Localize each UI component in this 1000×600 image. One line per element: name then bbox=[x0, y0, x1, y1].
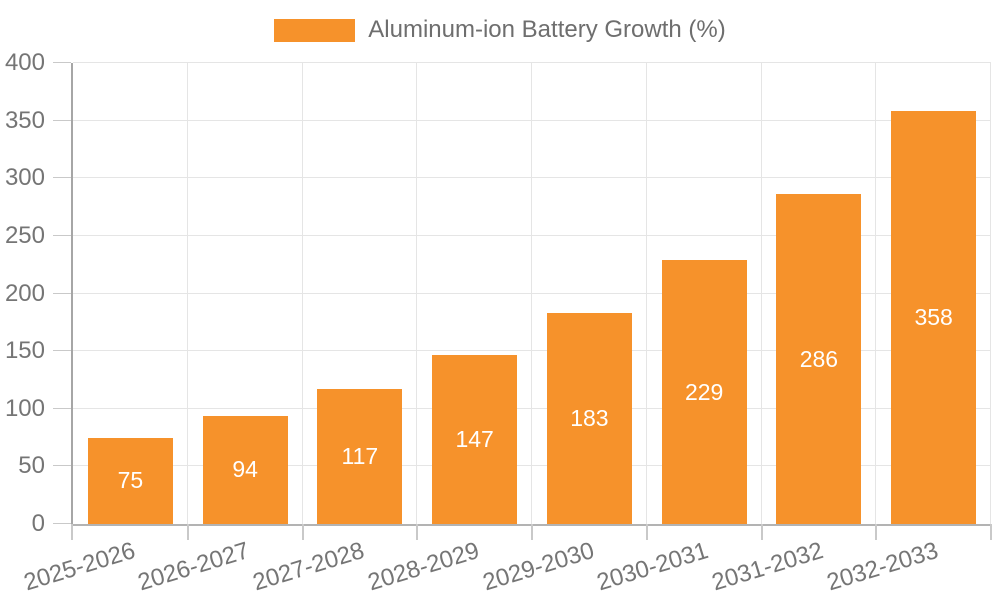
legend-swatch-icon bbox=[274, 18, 356, 42]
x-axis-tick bbox=[990, 524, 992, 540]
x-axis-tick bbox=[531, 524, 533, 540]
bar-value-label: 147 bbox=[455, 425, 494, 452]
bar[interactable]: 75 bbox=[87, 437, 173, 524]
bar-value-label: 286 bbox=[799, 345, 839, 372]
y-axis-tick bbox=[53, 177, 71, 179]
x-axis-tick bbox=[645, 524, 648, 540]
x-axis-tick bbox=[186, 524, 189, 540]
y-axis-tick bbox=[53, 407, 71, 409]
bar[interactable]: 117 bbox=[317, 389, 403, 524]
y-axis-tick bbox=[53, 119, 71, 121]
bar[interactable]: 358 bbox=[891, 111, 977, 524]
legend-label: Aluminum-ion Battery Growth (%) bbox=[368, 16, 726, 43]
x-axis-tick bbox=[301, 524, 304, 540]
gridline-vertical bbox=[760, 63, 762, 524]
x-axis-category-label: 2032-2033 bbox=[823, 537, 942, 597]
bar[interactable]: 94 bbox=[202, 415, 288, 524]
y-axis-tick-label: 50 bbox=[18, 452, 45, 480]
x-axis-tick bbox=[760, 524, 763, 540]
x-axis-tick bbox=[71, 524, 73, 540]
gridline-vertical bbox=[531, 63, 532, 524]
bar-value-label: 229 bbox=[684, 378, 724, 405]
bar[interactable]: 183 bbox=[546, 313, 632, 524]
y-axis-tick-label: 150 bbox=[4, 337, 45, 365]
y-axis-tick-label: 300 bbox=[4, 164, 45, 192]
legend-item[interactable]: Aluminum-ion Battery Growth (%) bbox=[274, 16, 726, 44]
x-axis-category-label: 2030-2031 bbox=[594, 537, 712, 597]
gridline-vertical bbox=[645, 63, 647, 524]
y-axis-tick bbox=[53, 292, 71, 294]
gridline-vertical bbox=[990, 63, 991, 524]
y-axis-tick bbox=[53, 465, 71, 467]
y-axis-tick-label: 400 bbox=[4, 49, 45, 76]
x-axis-category-label: 2026-2027 bbox=[135, 537, 253, 597]
bar-value-label: 94 bbox=[232, 456, 258, 483]
gridline-vertical bbox=[301, 63, 303, 524]
x-axis-tick bbox=[875, 524, 878, 540]
x-axis-category-label: 2029-2030 bbox=[479, 537, 597, 597]
gridline-horizontal bbox=[73, 407, 991, 409]
bar[interactable]: 286 bbox=[776, 194, 862, 524]
gridline-horizontal bbox=[73, 234, 991, 236]
y-axis-tick bbox=[53, 523, 71, 524]
y-axis-tick bbox=[53, 234, 71, 236]
gridline-vertical bbox=[875, 63, 877, 524]
bar[interactable]: 229 bbox=[661, 260, 747, 524]
gridline-vertical bbox=[416, 63, 418, 524]
gridline-horizontal bbox=[73, 177, 991, 179]
y-axis-tick-label: 200 bbox=[4, 279, 45, 307]
bar-value-label: 358 bbox=[914, 304, 953, 331]
y-axis-tick bbox=[53, 350, 71, 352]
x-axis-tick bbox=[416, 524, 419, 540]
legend: Aluminum-ion Battery Growth (%) bbox=[0, 16, 1000, 44]
gridline-horizontal bbox=[73, 465, 991, 467]
plot-area: 0 50 100 150 200 250 300 350 400 75 94 117 147 183 229… bbox=[5, 51, 992, 596]
y-axis-tick bbox=[53, 62, 71, 63]
bar-value-label: 75 bbox=[117, 467, 144, 494]
y-axis-line bbox=[71, 63, 73, 526]
gridline-horizontal bbox=[73, 292, 991, 294]
gridline-horizontal bbox=[73, 62, 991, 63]
gridline-vertical bbox=[186, 63, 188, 524]
y-axis-tick-label: 250 bbox=[4, 221, 45, 249]
gridline-horizontal bbox=[73, 350, 991, 352]
y-axis-tick-label: 100 bbox=[4, 394, 45, 422]
x-axis-category-label: 2028-2029 bbox=[364, 537, 483, 597]
y-axis-tick-label: 0 bbox=[31, 510, 45, 537]
bar-value-label: 183 bbox=[570, 405, 609, 432]
y-axis-tick-label: 350 bbox=[4, 106, 45, 134]
bar-value-label: 117 bbox=[341, 443, 379, 470]
bar[interactable]: 147 bbox=[432, 354, 518, 524]
x-axis-category-label: 2027-2028 bbox=[249, 537, 368, 597]
x-axis-category-label: 2025-2026 bbox=[20, 537, 138, 597]
gridline-horizontal bbox=[73, 119, 991, 121]
x-axis-category-label: 2031-2032 bbox=[708, 537, 827, 597]
